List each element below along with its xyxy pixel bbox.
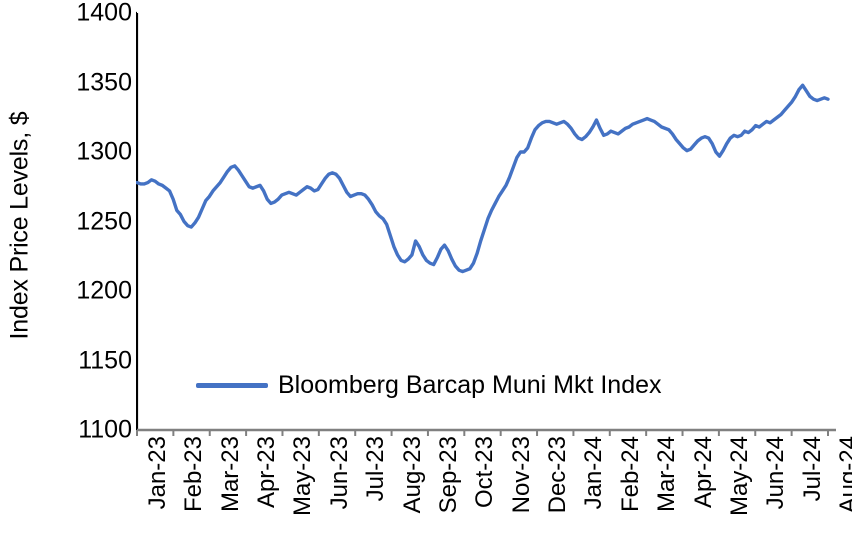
x-axis-tick-labels: Jan-23 Feb-23 Mar-23 Apr-23 May-23 Jun-23 Jul-… [0,436,852,539]
plot-svg [136,11,836,436]
x-tick-label: Aug-24 [835,436,852,514]
y-tick-label: 1150 [78,346,132,374]
y-tick-label: 1100 [78,415,132,444]
y-tick-label: 1300 [76,137,132,166]
chart-container: Index Price Levels, $ 1400 1350 1300 1250 12… [0,0,852,539]
legend-color-swatch [196,383,268,388]
x-tick-label: Mar-24 [653,436,681,513]
x-tick-label: Sep-23 [434,436,462,514]
x-tick-label: Jul-23 [362,436,390,502]
x-tick-label: May-23 [289,436,317,517]
x-tick-label: Oct-23 [471,436,499,509]
x-tick-label: Apr-24 [689,436,717,509]
axis-group [136,11,836,436]
x-tick-label: Apr-23 [253,436,281,509]
chart-legend: Bloomberg Barcap Muni Mkt Index [196,371,662,400]
y-axis-title: Index Price Levels, $ [0,0,40,450]
legend-label: Bloomberg Barcap Muni Mkt Index [278,371,662,399]
x-tick-label: May-24 [725,436,753,517]
x-tick-label: Jan-24 [580,436,608,510]
x-tick-label: Mar-23 [216,436,244,513]
x-tick-label: Aug-23 [398,436,426,514]
y-tick-label: 1200 [76,276,132,305]
x-tick-label: Jan-23 [144,436,171,510]
y-tick-label: 1250 [76,207,132,235]
x-tick-label: Feb-23 [180,436,208,513]
y-axis-tick-labels: 1400 1350 1300 1250 1200 1150 1100 [38,0,132,450]
x-tick-label: Jun-24 [762,436,790,510]
y-tick-label: 1350 [76,68,132,96]
y-axis-title-text: Index Price Levels, $ [5,111,34,339]
y-tick-label: 1400 [76,0,132,27]
x-tick-label: Jul-24 [798,436,826,502]
x-tick-label: Nov-23 [507,436,535,514]
plot-area [136,6,836,436]
x-tick-label: Jun-23 [325,436,353,510]
x-tick-label: Feb-24 [616,436,644,513]
series-line-bloomberg-barcap-muni-mkt-index [136,83,830,274]
x-tick-label: Dec-23 [544,436,572,514]
